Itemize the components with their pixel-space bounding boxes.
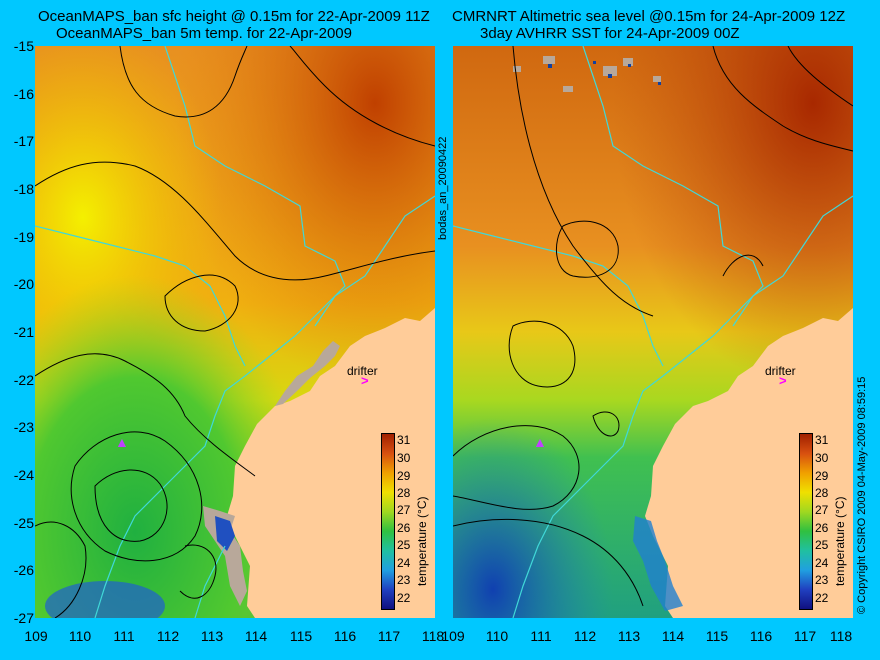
x-tick: 111 [530, 628, 552, 644]
cbar-tick: 23 [815, 573, 829, 587]
x-tick: 118 [421, 628, 445, 644]
cbar-tick: 25 [397, 538, 411, 552]
left-title-line2: OceanMAPS_ban 5m temp. for 22-Apr-2009 [56, 25, 352, 42]
cbar-tick: 26 [397, 521, 411, 535]
left-drifter-label: drifter [347, 364, 378, 378]
right-map-svg [453, 46, 853, 618]
cbar-tick: 22 [397, 591, 411, 605]
cbar-tick: 27 [397, 503, 411, 517]
right-map-panel: drifter > ▲ temperature (°C) 31 30 29 28… [453, 46, 853, 618]
right-drifter-label: drifter [765, 364, 796, 378]
copyright-text: © Copyright CSIRO 2009 04-May-2009 08:59… [856, 376, 868, 614]
left-drifter-icon: > [361, 373, 369, 388]
right-contours [453, 46, 853, 607]
y-tick: -16 [13, 86, 34, 102]
cbar-tick: 25 [815, 538, 829, 552]
right-isobaths [453, 46, 853, 618]
cbar-tick: 30 [397, 451, 411, 465]
y-tick: -24 [13, 467, 34, 483]
x-tick: 115 [705, 628, 729, 644]
x-tick: 109 [441, 628, 465, 644]
left-colorbar [381, 433, 395, 610]
x-tick: 113 [617, 628, 641, 644]
x-tick: 117 [377, 628, 401, 644]
y-tick: -23 [13, 419, 34, 435]
right-colorbar [799, 433, 813, 610]
y-tick: -26 [13, 562, 34, 578]
cbar-tick: 31 [815, 433, 829, 447]
x-tick: 118 [829, 628, 853, 644]
y-tick: -25 [13, 515, 34, 531]
x-tick: 112 [573, 628, 597, 644]
x-tick: 116 [749, 628, 773, 644]
cbar-tick: 23 [397, 573, 411, 587]
x-tick: 111 [113, 628, 135, 644]
cbar-tick: 24 [815, 556, 829, 570]
x-tick: 113 [200, 628, 224, 644]
x-tick: 114 [661, 628, 685, 644]
cbar-tick: 27 [815, 503, 829, 517]
x-tick: 110 [68, 628, 92, 644]
left-map-svg [35, 46, 435, 618]
right-title-line1: CMRNRT Altimetric sea level @0.15m for 2… [452, 8, 846, 25]
analysis-id-label: bodas_an_20090422 [437, 136, 449, 240]
x-tick: 116 [333, 628, 357, 644]
left-drifter-marker-icon: ▲ [115, 434, 129, 450]
left-title-line1: OceanMAPS_ban sfc height @ 0.15m for 22-… [38, 8, 430, 25]
left-contours [35, 46, 435, 618]
right-title-line2: 3day AVHRR SST for 24-Apr-2009 00Z [480, 25, 740, 42]
y-tick: -19 [13, 229, 34, 245]
cbar-tick: 24 [397, 556, 411, 570]
left-colorbar-label: temperature (°C) [415, 496, 429, 587]
x-tick: 114 [244, 628, 268, 644]
cbar-tick: 28 [397, 486, 411, 500]
right-drifter-marker-icon: ▲ [533, 434, 547, 450]
y-tick: -20 [13, 276, 34, 292]
y-tick: -15 [13, 38, 34, 54]
y-tick: -22 [13, 372, 34, 388]
left-map-panel: drifter > ▲ temperature (°C) 31 30 29 28… [35, 46, 435, 618]
cbar-tick: 29 [397, 469, 411, 483]
right-colorbar-label: temperature (°C) [833, 496, 847, 587]
y-tick: -21 [13, 324, 34, 340]
x-tick: 109 [24, 628, 48, 644]
y-tick: -27 [13, 610, 34, 626]
cbar-tick: 31 [397, 433, 411, 447]
y-tick: -18 [13, 181, 34, 197]
x-tick: 115 [289, 628, 313, 644]
x-tick: 110 [485, 628, 509, 644]
x-tick: 117 [793, 628, 817, 644]
cbar-tick: 29 [815, 469, 829, 483]
x-tick: 112 [156, 628, 180, 644]
cbar-tick: 26 [815, 521, 829, 535]
cbar-tick: 22 [815, 591, 829, 605]
left-isobaths [35, 46, 435, 618]
cbar-tick: 28 [815, 486, 829, 500]
right-drifter-icon: > [779, 373, 787, 388]
y-axis: -15 -16 -17 -18 -19 -20 -21 -22 -23 -24 … [0, 0, 34, 660]
cbar-tick: 30 [815, 451, 829, 465]
y-tick: -17 [13, 133, 34, 149]
